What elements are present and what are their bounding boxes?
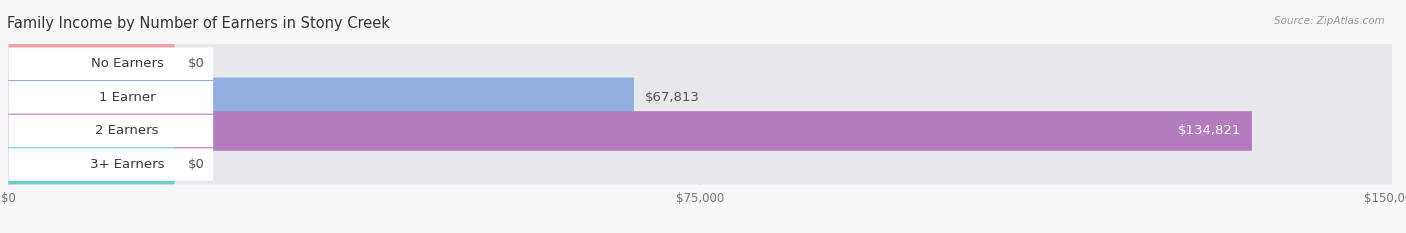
FancyBboxPatch shape [8, 115, 214, 147]
FancyBboxPatch shape [8, 111, 1392, 151]
Text: $134,821: $134,821 [1177, 124, 1241, 137]
FancyBboxPatch shape [8, 81, 214, 114]
Text: No Earners: No Earners [91, 57, 163, 70]
FancyBboxPatch shape [8, 111, 1251, 151]
Text: $0: $0 [188, 57, 205, 70]
FancyBboxPatch shape [8, 78, 634, 117]
Text: 1 Earner: 1 Earner [98, 91, 156, 104]
FancyBboxPatch shape [8, 148, 214, 181]
Text: 2 Earners: 2 Earners [96, 124, 159, 137]
FancyBboxPatch shape [8, 145, 1392, 184]
FancyBboxPatch shape [8, 78, 1392, 117]
Text: $67,813: $67,813 [645, 91, 700, 104]
Text: Family Income by Number of Earners in Stony Creek: Family Income by Number of Earners in St… [7, 16, 389, 31]
Text: 3+ Earners: 3+ Earners [90, 158, 165, 171]
FancyBboxPatch shape [8, 145, 174, 184]
Text: $0: $0 [188, 158, 205, 171]
FancyBboxPatch shape [8, 44, 1392, 84]
FancyBboxPatch shape [8, 48, 214, 80]
Text: Source: ZipAtlas.com: Source: ZipAtlas.com [1274, 16, 1385, 26]
FancyBboxPatch shape [8, 44, 174, 84]
